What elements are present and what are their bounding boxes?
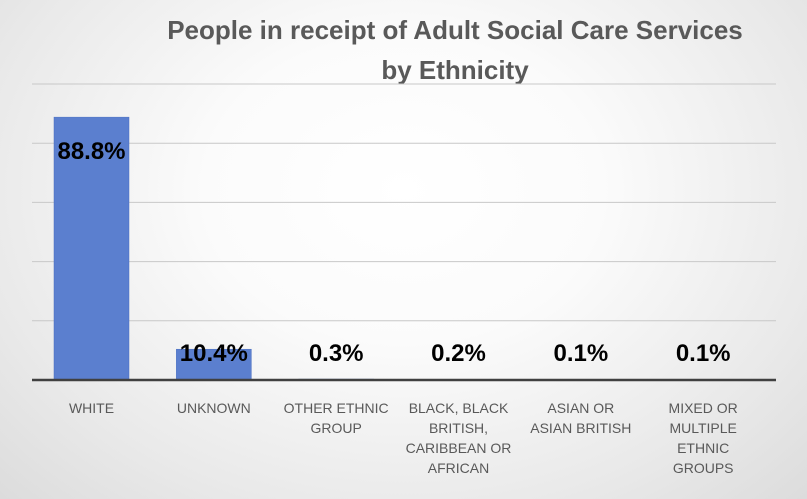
data-label: 0.2% — [431, 340, 486, 367]
chart-title: People in receipt of Adult Social Care S… — [110, 10, 800, 90]
chart-title-line-1: People in receipt of Adult Social Care S… — [167, 15, 743, 45]
category-labels: WHITE UNKNOWN OTHER ETHNIC GROUP BLACK, BLAC… — [69, 400, 738, 476]
category-label: ASIAN OR ASIAN BRITISH — [530, 400, 631, 436]
category-label: UNKNOWN — [177, 400, 251, 416]
chart-title-line-2: by Ethnicity — [381, 55, 529, 85]
category-label: WHITE — [69, 400, 114, 416]
bar — [176, 348, 252, 381]
bars — [53, 116, 741, 381]
data-label: 0.3% — [309, 340, 364, 367]
category-label: BLACK, BLACK BRITISH, CARIBBEAN OR AFRICAN — [406, 400, 512, 476]
data-label: 0.1% — [553, 340, 608, 367]
data-labels: 88.8% 10.4% 0.3% 0.2% 0.1% 0.1% — [57, 138, 730, 367]
data-label: 10.4% — [180, 340, 248, 367]
category-label: OTHER ETHNIC GROUP — [284, 400, 389, 436]
bar — [53, 116, 130, 381]
data-label: 88.8% — [57, 138, 125, 165]
data-label: 0.1% — [676, 340, 731, 367]
category-label: MIXED OR MULTIPLE ETHNIC GROUPS — [669, 400, 738, 476]
gridlines — [32, 83, 776, 322]
